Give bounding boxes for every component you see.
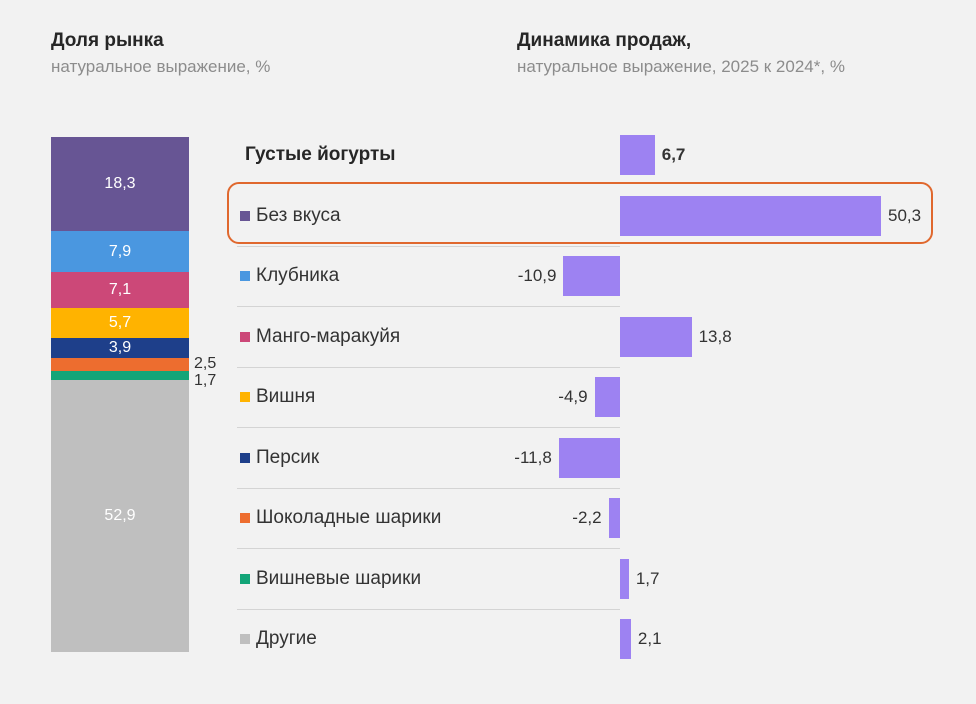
share-segment <box>51 370 189 380</box>
dynamics-value-label: 13,8 <box>698 326 732 346</box>
dynamics-value-label: -2,2 <box>572 508 602 527</box>
share-segment-label: 7,1 <box>108 281 132 299</box>
share-segment-label: 7,9 <box>108 242 132 260</box>
legend-swatch <box>240 513 250 523</box>
row-divider <box>237 427 620 429</box>
category-name: Вишня <box>256 386 316 407</box>
dynamics-value-label: -4,9 <box>558 387 588 406</box>
share-segment-label: 52,9 <box>104 506 136 524</box>
category-name: Густые йогурты <box>245 144 396 165</box>
share-segment <box>51 231 189 272</box>
category-name: Другие <box>256 628 317 649</box>
category-name: Клубника <box>256 265 340 286</box>
dynamics-value-label: 2,1 <box>637 629 662 648</box>
row-divider <box>237 366 620 368</box>
category-name: Без вкуса <box>256 204 341 226</box>
market-share-title: Доля рынка <box>51 30 164 51</box>
dynamics-value-label: 50,3 <box>888 205 922 225</box>
dynamics-bar <box>620 195 881 236</box>
category-label: Персик <box>240 447 319 469</box>
legend-swatch <box>240 392 250 402</box>
legend-swatch <box>240 210 250 221</box>
legend-swatch <box>240 573 250 584</box>
category-label: Другие <box>240 628 317 650</box>
category-label: Вишневые шарики <box>240 568 421 590</box>
share-segment <box>51 357 189 371</box>
dynamics-value-label: 6,7 <box>661 145 686 164</box>
dynamics-bar <box>558 437 620 478</box>
category-label: Вишня <box>240 386 315 408</box>
highlight-frame <box>227 182 933 244</box>
share-segment-label: 1,7 <box>194 372 217 390</box>
row-divider <box>237 306 620 308</box>
dynamics-bar <box>594 377 620 417</box>
category-name: Вишневые шарики <box>256 567 422 589</box>
category-name: Манго-маракуйя <box>256 325 401 347</box>
category-label: Без вкуса <box>240 205 341 227</box>
dynamics-value-label: -10,9 <box>517 266 557 285</box>
row-divider <box>237 245 620 247</box>
legend-swatch <box>240 634 250 644</box>
dynamics-bar <box>563 256 620 296</box>
category-label: Густые йогурты <box>245 144 396 166</box>
dynamics-bar <box>620 135 655 175</box>
row-divider <box>237 548 620 550</box>
row-divider <box>237 608 620 610</box>
dynamics-value-label: 1,7 <box>635 568 660 588</box>
dynamics-bar <box>620 558 629 599</box>
legend-swatch <box>240 271 250 281</box>
share-segment <box>51 379 189 652</box>
sales-dynamics-title: Динамика продаж, <box>517 30 692 51</box>
dynamics-bar <box>620 619 631 659</box>
dynamics-bar <box>608 498 620 538</box>
sales-dynamics-subtitle: натуральное выражение, 2025 к 2024*, % <box>517 57 845 76</box>
dynamics-value-label: -11,8 <box>514 447 552 467</box>
legend-swatch <box>240 452 250 463</box>
legend-swatch <box>240 331 250 342</box>
category-label: Манго-маракуйя <box>240 326 400 348</box>
row-divider <box>237 487 620 489</box>
share-segment <box>51 271 189 309</box>
category-name: Шоколадные шарики <box>256 507 442 528</box>
share-segment-label: 2,5 <box>194 355 217 373</box>
share-segment <box>51 308 189 338</box>
share-segment-label: 18,3 <box>104 175 136 193</box>
share-segment-label: 3,9 <box>108 338 132 356</box>
share-segment <box>51 137 189 232</box>
category-label: Шоколадные шарики <box>240 507 441 529</box>
category-name: Персик <box>256 446 320 468</box>
market-share-subtitle: натуральное выражение, % <box>51 57 271 76</box>
share-segment-label: 5,7 <box>108 314 132 332</box>
dynamics-bar <box>620 316 692 357</box>
share-segment <box>51 337 189 358</box>
category-label: Клубника <box>240 265 339 287</box>
